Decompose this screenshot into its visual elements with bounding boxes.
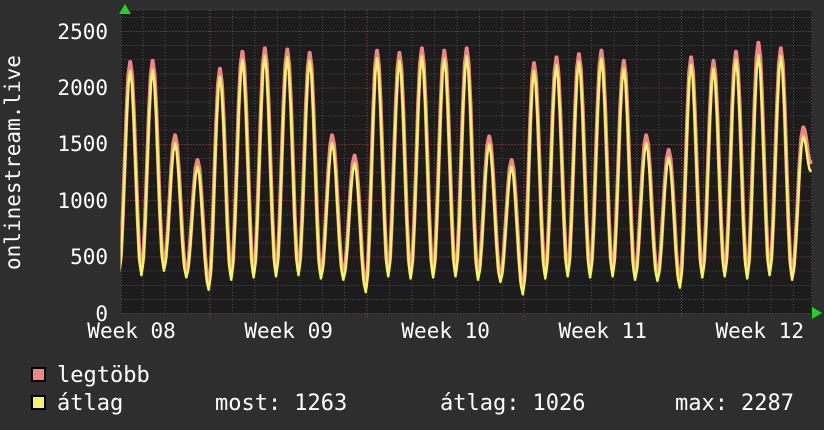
legend-swatch-atlag-icon	[31, 395, 46, 410]
legend-swatch-legtobb-icon	[31, 367, 46, 382]
legend-item-atlag: átlag	[31, 392, 123, 416]
y-tick-label: 500	[70, 245, 108, 270]
x-tick-label: Week 10	[401, 319, 490, 343]
y-tick-label: 2500	[57, 19, 108, 44]
y-tick-label: 1000	[57, 188, 108, 213]
stat-max-label: max:	[675, 391, 728, 416]
x-tick-label: Week 11	[558, 319, 647, 343]
y-tick-label: 1500	[57, 132, 108, 157]
stat-max-value: 2287	[740, 391, 794, 416]
y-axis-arrow-icon	[119, 4, 131, 14]
x-tick-label: Week 08	[87, 319, 176, 343]
stat-average: átlag: 1026	[440, 392, 585, 416]
stat-average-value: 1026	[532, 391, 586, 416]
legend-label-atlag: átlag	[57, 391, 124, 416]
stat-average-label: átlag:	[440, 391, 520, 416]
stat-max: max: 2287	[675, 392, 794, 416]
x-tick-label: Week 09	[244, 319, 333, 343]
x-tick-label: Week 12	[715, 319, 805, 343]
chart-canvas	[119, 4, 822, 319]
stat-most-value: 1263	[294, 391, 348, 416]
x-axis-arrow-icon	[812, 307, 822, 319]
y-tick-label: 2000	[57, 75, 108, 100]
stat-most: most: 1263	[215, 392, 347, 416]
legend-label-legtobb: legtöbb	[57, 363, 150, 388]
y-tick-label: 0	[95, 301, 108, 326]
stat-most-label: most:	[215, 391, 282, 416]
legend-item-legtobb: legtöbb	[31, 364, 150, 388]
